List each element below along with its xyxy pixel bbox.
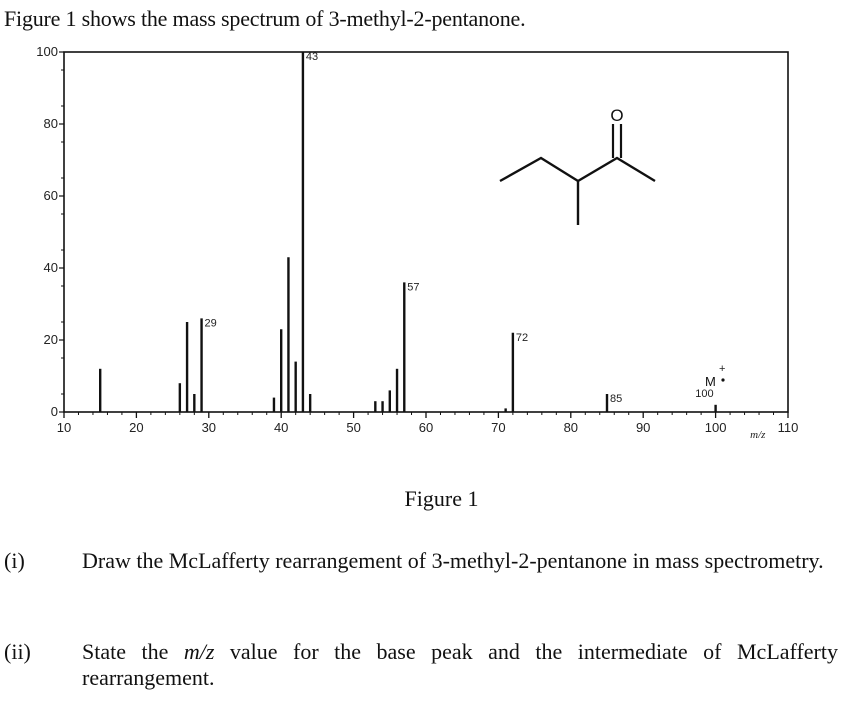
intro-text: Figure 1 shows the mass spectrum of 3-me… bbox=[4, 6, 526, 31]
figure-caption: Figure 1 bbox=[404, 486, 479, 511]
x-tick-label: 50 bbox=[346, 420, 360, 435]
oxygen-atom-label: O bbox=[610, 106, 623, 125]
x-tick-label: 80 bbox=[564, 420, 578, 435]
x-tick-label: 60 bbox=[419, 420, 433, 435]
peak-label: 72 bbox=[516, 332, 528, 344]
x-tick-label: 30 bbox=[202, 420, 216, 435]
peak-label: 57 bbox=[407, 281, 419, 293]
x-tick-label: 90 bbox=[636, 420, 650, 435]
plot-frame bbox=[63, 51, 789, 413]
x-tick-label: 40 bbox=[274, 420, 288, 435]
peak-label: 29 bbox=[205, 317, 217, 329]
peak-label: 100 bbox=[695, 388, 713, 400]
y-tick-label: 40 bbox=[44, 260, 58, 275]
y-tick-label: 0 bbox=[51, 404, 58, 419]
x-tick-label: 110 bbox=[778, 420, 799, 435]
y-tick-label: 20 bbox=[44, 332, 58, 347]
x-tick-label: 10 bbox=[57, 420, 71, 435]
chart-axes: 0 20 40 60 80 100 10 20 30 40 50 60 70 80 90 100 110 m/z bbox=[36, 44, 798, 441]
molecular-ion-label: M bbox=[705, 374, 716, 389]
y-tick-label: 100 bbox=[36, 44, 58, 59]
question-2-text-b: value for the base peak and the intermed… bbox=[82, 639, 838, 690]
question-2-text-a: State the bbox=[82, 639, 184, 664]
y-tick-label: 80 bbox=[44, 116, 58, 131]
question-2-text: State the m/z value for the base peak an… bbox=[82, 639, 838, 691]
question-1-text: Draw the McLafferty rearrangement of 3-m… bbox=[82, 548, 824, 573]
y-tick-label: 60 bbox=[44, 188, 58, 203]
molecule-skeleton bbox=[499, 156, 656, 183]
question-2-mz: m/z bbox=[183, 639, 215, 664]
x-tick-label: 70 bbox=[491, 420, 505, 435]
x-tick-label: 20 bbox=[129, 420, 143, 435]
chart-peaks: 29 43 57 72 85 100 bbox=[98, 51, 717, 412]
peak-label: 85 bbox=[610, 393, 622, 405]
molecular-ion-marker: M + bbox=[705, 363, 725, 389]
molecular-ion-charge: + bbox=[719, 363, 725, 375]
question-1-number: (i) bbox=[4, 548, 25, 573]
molecular-ion-radical-dot bbox=[721, 378, 725, 382]
x-axis-unit-label: m/z bbox=[750, 429, 766, 441]
peak-label: 43 bbox=[306, 51, 318, 63]
question-2-number: (ii) bbox=[4, 639, 31, 664]
x-tick-label: 100 bbox=[705, 420, 727, 435]
molecule-structure: O bbox=[499, 106, 656, 225]
